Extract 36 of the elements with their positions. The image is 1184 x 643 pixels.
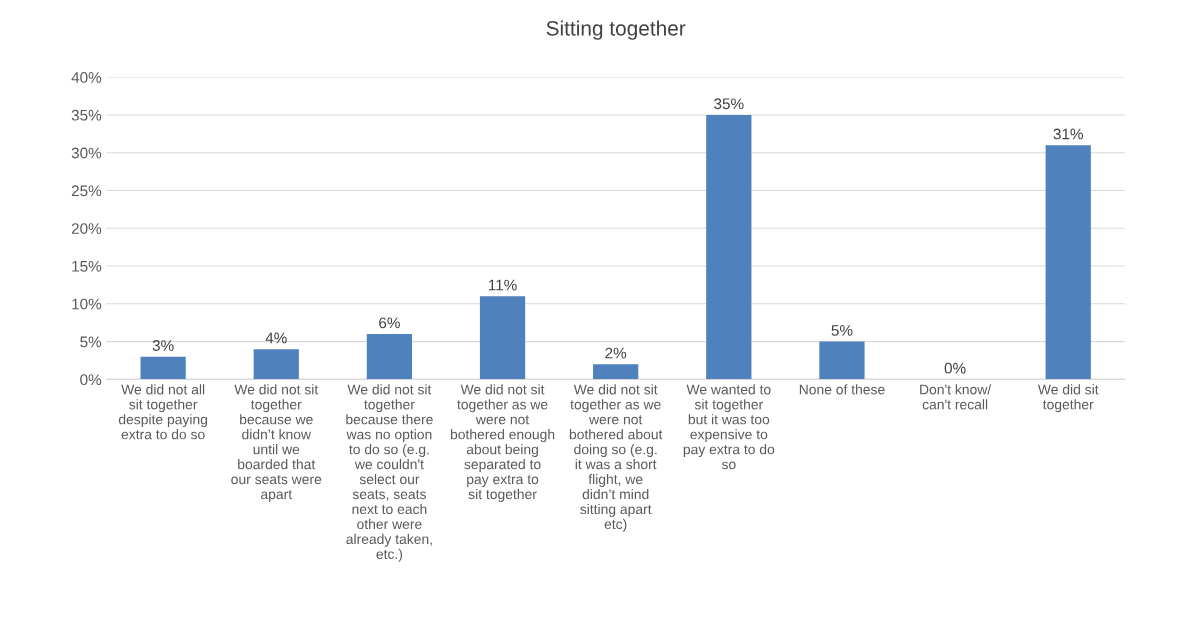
bar [253, 349, 299, 380]
category-label: We did not sit together as we were not bothered about doing so (e.g. it was a short flight, we didn’t mind sitting apart etc) [569, 384, 663, 532]
category-label: We did not sit together because there was no option to do so (e.g. we couldn't select our seats, seats next to each other were already taken, etc.) [346, 384, 433, 562]
x-tick-label: We did sit together [1037, 384, 1099, 413]
y-tick-label: 5% [80, 336, 102, 348]
bar [140, 356, 186, 380]
x-tick-label: None of these [799, 384, 885, 395]
y-tick-label: 20% [71, 223, 102, 234]
data-label: 31% [1053, 128, 1083, 140]
y-tick-label: 30% [71, 147, 102, 159]
data-label: 2% [605, 347, 627, 359]
bar [819, 341, 865, 380]
x-tick-label: We did not sit together as we were not bothered enough about being separated to pay extra to sit together [450, 384, 555, 502]
y-tick-label: 40% [71, 72, 102, 83]
data-label: 4% [265, 332, 287, 344]
x-tick-label: Don't know/ can't recall [920, 384, 992, 410]
chart-title: Sitting together [546, 20, 686, 40]
bar [479, 296, 526, 380]
y-tick-label: 25% [71, 185, 102, 197]
data-label: 11% [488, 279, 517, 291]
data-label: 6% [379, 317, 400, 329]
data-label: 0% [944, 362, 966, 374]
y-tick-label: 0% [80, 374, 102, 386]
x-tick-label: We did not all sit together despite paying extra to do so [118, 384, 208, 440]
bar [706, 114, 752, 380]
data-label: 5% [831, 325, 853, 336]
bar [1045, 145, 1091, 380]
bar [593, 364, 639, 380]
y-tick-label: 10% [72, 298, 102, 310]
bar [366, 334, 413, 380]
y-tick-label: 15% [72, 260, 102, 272]
x-tick-label: We did not sit together because we didn’t know until we boarded that our seats were apart [231, 384, 322, 502]
y-tick-label: 35% [71, 109, 102, 121]
data-label: 35% [714, 98, 744, 110]
data-label: 3% [152, 340, 174, 351]
x-tick-label: We wanted to sit together but it was too expensive to pay extra to do so [683, 384, 775, 470]
